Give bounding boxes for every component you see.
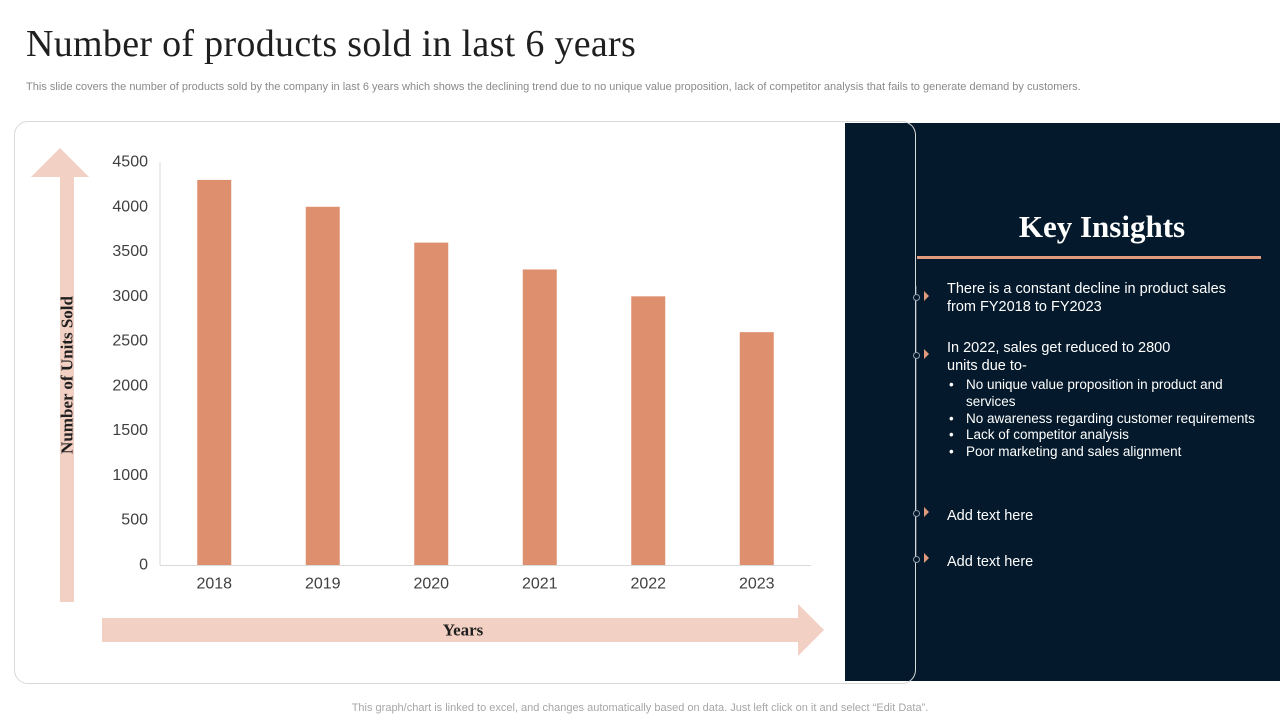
insight-item-3: Add text here — [947, 508, 1034, 524]
chart-card: Number of Units Sold Years 0 500 1000 1500 2… — [14, 121, 916, 684]
y-tick-label: 2000 — [112, 377, 148, 394]
x-tick-label: 2022 — [630, 576, 666, 593]
bullet-icon: • — [949, 377, 954, 392]
bar-2018 — [197, 179, 232, 565]
x-tick-label: 2023 — [739, 576, 775, 593]
insights-panel — [845, 123, 1280, 681]
x-axis-title: Years — [443, 621, 484, 640]
y-tick-label: 3000 — [112, 288, 148, 305]
chevron-right-icon — [924, 291, 929, 301]
bullet-icon: • — [949, 427, 954, 443]
bar-chart: Number of Units Sold Years 0 500 1000 1500 2… — [31, 148, 824, 656]
insight-subitem: • Poor marketing and sales alignment — [949, 444, 1182, 460]
x-tick-label: 2021 — [522, 576, 558, 593]
insights-title: Key Insights — [1018, 209, 1186, 244]
insight-subitem: • No unique value proposition in product … — [949, 377, 1223, 409]
y-tick-label: 4500 — [112, 154, 148, 171]
insight-item-2: In 2022, sales get reduced to 2800 units… — [947, 340, 1171, 374]
page-title: Number of products sold in last 6 years — [26, 23, 637, 65]
y-tick-label: 0 — [139, 557, 148, 574]
insight-sublist: • No unique value proposition in product … — [947, 377, 1267, 461]
bar-2019 — [305, 206, 340, 565]
bar-2021 — [522, 269, 557, 565]
insight-subitem: • Lack of competitor analysis — [949, 427, 1129, 443]
insight-item-4: Add text here — [947, 554, 1034, 570]
insight-dot-icon — [913, 294, 920, 301]
insight-subitem: • No awareness regarding customer require… — [949, 410, 1255, 426]
bar-2022 — [631, 296, 666, 565]
chevron-right-icon — [924, 507, 929, 517]
chevron-right-icon — [924, 349, 929, 359]
x-axis-arrow-icon — [102, 604, 824, 656]
insight-item-1: There is a constant decline in product s… — [947, 281, 1226, 315]
y-tick-label: 1000 — [112, 467, 148, 484]
insight-dot-icon — [913, 352, 920, 359]
y-tick-label: 2500 — [112, 333, 148, 350]
insight-dot-icon — [913, 510, 920, 517]
y-axis-arrow-icon — [31, 148, 89, 602]
bullet-icon: • — [949, 410, 954, 426]
x-tick-label: 2018 — [196, 576, 232, 593]
bullet-icon: • — [949, 444, 954, 460]
y-axis-title: Number of Units Sold — [58, 296, 77, 454]
insights-divider — [917, 256, 1261, 259]
bar-2020 — [414, 242, 449, 565]
footer-note: This graph/chart is linked to excel, and… — [351, 702, 929, 714]
insights-connector-line — [916, 286, 917, 562]
insight-dot-icon — [913, 556, 920, 563]
y-tick-label: 3500 — [112, 243, 148, 260]
x-tick-label: 2019 — [305, 576, 341, 593]
bar-2023 — [739, 332, 774, 565]
y-tick-label: 1500 — [112, 422, 148, 439]
page-subtitle: This slide covers the number of products… — [26, 81, 1081, 93]
y-tick-label: 500 — [121, 512, 148, 529]
chevron-right-icon — [924, 553, 929, 563]
x-tick-label: 2020 — [413, 576, 449, 593]
y-tick-label: 4000 — [112, 198, 148, 215]
